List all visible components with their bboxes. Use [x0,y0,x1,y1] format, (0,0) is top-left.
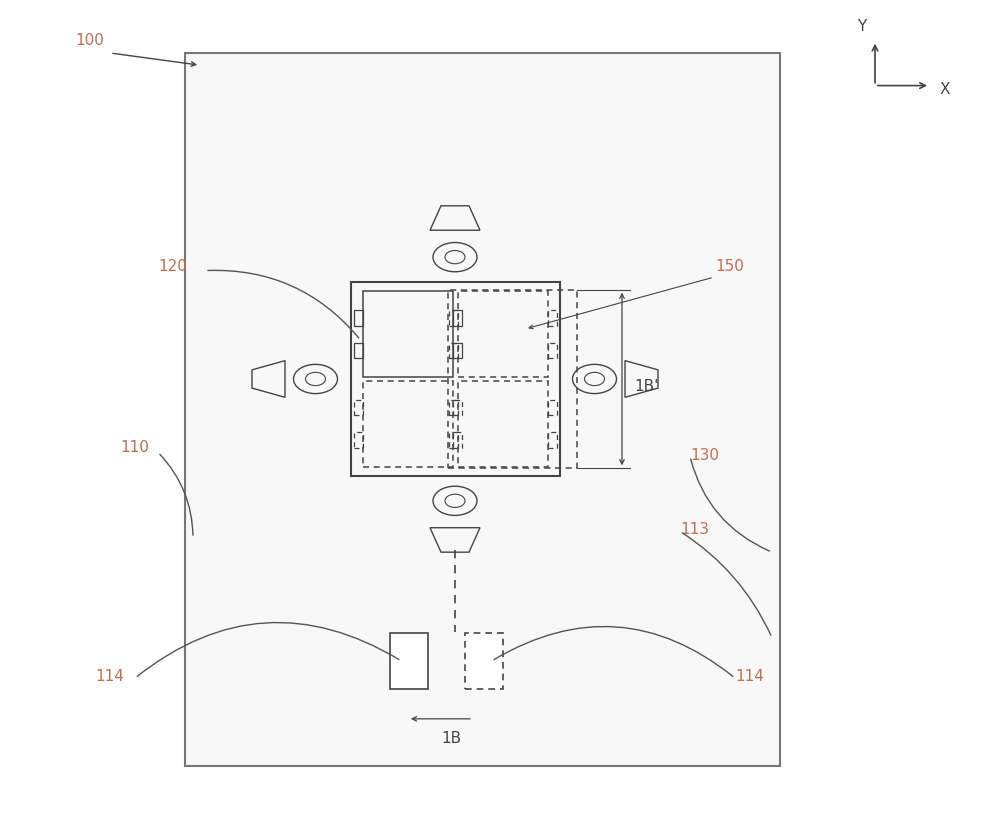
Bar [548,400,556,415]
Bar [362,381,452,466]
Bar [185,53,780,766]
Text: 1B': 1B' [634,379,658,394]
Bar [448,311,458,325]
Bar [548,342,556,358]
Bar [448,433,458,447]
Bar [548,311,556,325]
Bar [452,311,462,325]
Bar [452,400,462,415]
Text: 120: 120 [158,258,187,274]
Bar [548,433,556,447]
Text: 113: 113 [680,522,709,537]
Bar [390,633,428,689]
Text: X: X [940,82,951,97]
Bar [354,400,362,415]
Bar [351,281,560,476]
Bar [448,342,458,358]
Text: 150: 150 [715,258,744,274]
Text: 130: 130 [690,448,719,464]
Text: 110: 110 [120,440,149,456]
Bar [362,292,452,377]
Bar [354,311,362,325]
Bar [448,290,577,468]
Text: 114: 114 [95,668,124,684]
Bar [354,342,362,358]
Bar [458,292,548,377]
Bar [458,381,548,466]
Bar [452,433,462,447]
Text: 114: 114 [735,668,764,684]
Bar [448,400,458,415]
Text: Y: Y [857,19,866,34]
Text: 1B: 1B [441,731,461,747]
Bar [465,633,503,689]
Bar [354,433,362,447]
Bar [452,342,462,358]
Text: 100: 100 [75,33,104,48]
